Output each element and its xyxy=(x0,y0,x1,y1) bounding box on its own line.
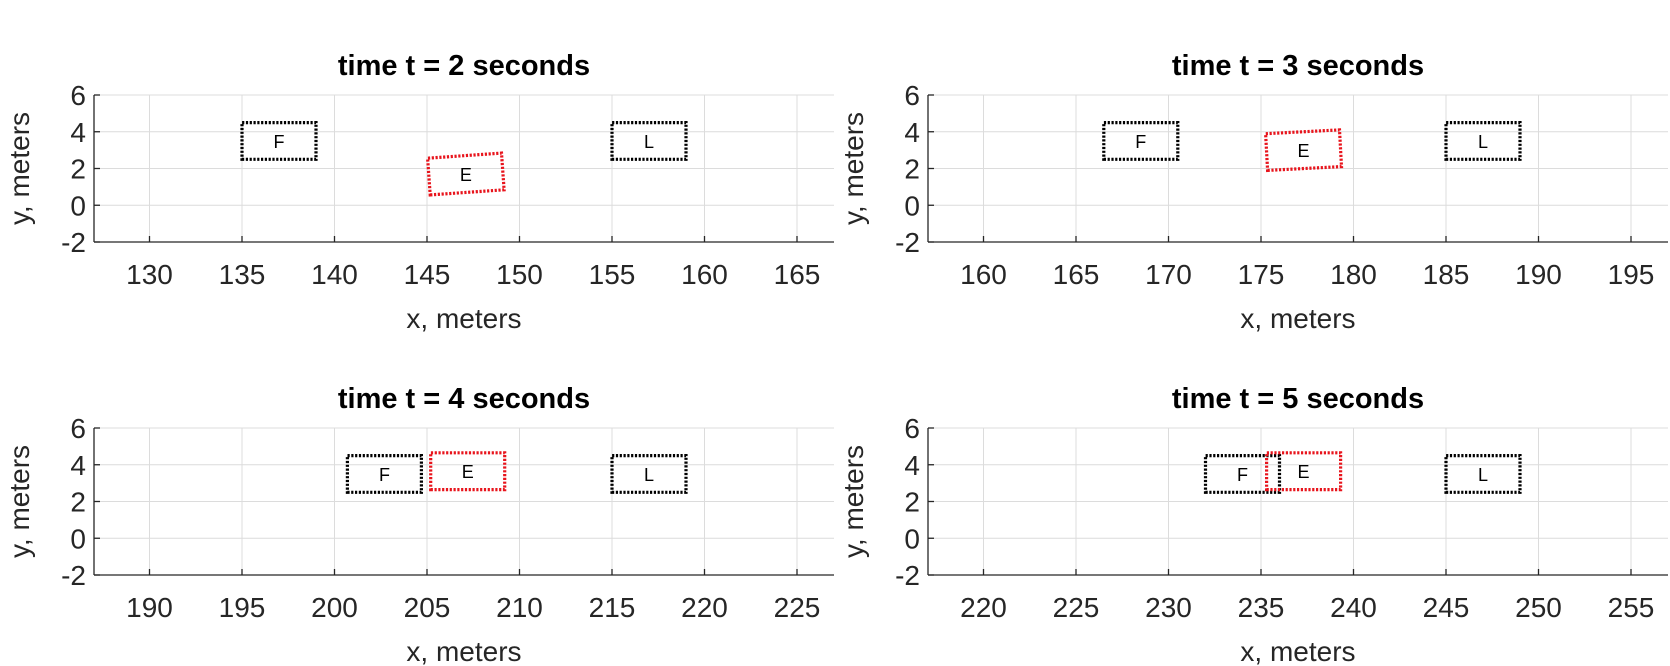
y-axis-label: y, meters xyxy=(4,445,35,558)
vehicle-L-label: L xyxy=(1478,465,1488,485)
x-tick-label: 215 xyxy=(589,592,636,623)
vehicle-E-box xyxy=(1263,128,1344,173)
vehicle-F-label: F xyxy=(379,465,390,485)
vehicle-E-label: E xyxy=(462,462,474,482)
x-tick-label: 220 xyxy=(960,592,1007,623)
x-tick-label: 175 xyxy=(1238,259,1285,290)
vehicle-E-box xyxy=(1264,451,1343,492)
y-tick-label: 6 xyxy=(904,413,920,444)
x-tick-label: 220 xyxy=(681,592,728,623)
x-tick-label: 245 xyxy=(1423,592,1470,623)
vehicle-F-label: F xyxy=(1135,132,1146,152)
x-tick-label: 160 xyxy=(681,259,728,290)
vehicle-L-box xyxy=(1444,120,1522,161)
y-tick-label: 6 xyxy=(904,80,920,111)
x-tick-label: 255 xyxy=(1608,592,1655,623)
y-tick-label: -2 xyxy=(61,227,86,258)
y-tick-label: -2 xyxy=(61,560,86,591)
x-tick-label: 165 xyxy=(1053,259,1100,290)
vehicle-F-label: F xyxy=(274,132,285,152)
subplot-1: 130 135 140 145 150 155 160 165 -2 0 2 4 6 time t = 2… xyxy=(4,50,834,334)
y-tick-label: -2 xyxy=(895,227,920,258)
x-tick-label: 155 xyxy=(589,259,636,290)
x-tick-label: 190 xyxy=(126,592,173,623)
x-tick-label: 195 xyxy=(219,592,266,623)
x-tick-label: 205 xyxy=(404,592,451,623)
x-tick-label: 145 xyxy=(404,259,451,290)
vehicle-F-box xyxy=(1203,454,1282,494)
y-tick-label: 4 xyxy=(904,117,920,148)
x-tick-label: 240 xyxy=(1330,592,1377,623)
x-tick-label: 135 xyxy=(219,259,266,290)
y-tick-label: 6 xyxy=(70,80,86,111)
vehicle-E-box xyxy=(429,451,507,492)
vehicle-E-label: E xyxy=(1298,462,1310,482)
vehicle-L-label: L xyxy=(644,465,654,485)
vehicle-E-label: E xyxy=(1298,141,1310,161)
y-tick-label: 2 xyxy=(904,487,920,518)
x-tick-label: 200 xyxy=(311,592,358,623)
vehicle-L-box xyxy=(610,120,688,161)
x-axis-label: x, meters xyxy=(1240,303,1355,334)
x-axis-label: x, meters xyxy=(1240,636,1355,666)
y-axis-label: y, meters xyxy=(4,112,35,225)
x-axis-label: x, meters xyxy=(406,303,521,334)
x-tick-label: 225 xyxy=(1053,592,1100,623)
vehicle-L-box xyxy=(1444,454,1522,494)
x-tick-label: 140 xyxy=(311,259,358,290)
y-tick-label: 4 xyxy=(904,450,920,481)
vehicle-F-label: F xyxy=(1237,465,1248,485)
y-tick-label: 6 xyxy=(70,413,86,444)
x-tick-label: 160 xyxy=(960,259,1007,290)
vehicle-E-box xyxy=(425,151,506,197)
y-tick-label: -2 xyxy=(895,560,920,591)
subplot-title: time t = 2 seconds xyxy=(338,50,590,82)
y-tick-label: 0 xyxy=(70,190,86,221)
x-tick-label: 235 xyxy=(1238,592,1285,623)
y-tick-label: 2 xyxy=(70,154,86,185)
x-tick-label: 250 xyxy=(1515,592,1562,623)
x-tick-label: 130 xyxy=(126,259,173,290)
vehicle-L-box xyxy=(610,454,688,494)
y-tick-label: 2 xyxy=(70,487,86,518)
subplot-2: 160 165 170 175 180 185 190 195 -2 0 2 4 6 time t = 3… xyxy=(838,50,1668,334)
vehicle-E-label: E xyxy=(460,165,472,185)
subplot-title: time t = 3 seconds xyxy=(1172,50,1424,82)
x-tick-label: 190 xyxy=(1515,259,1562,290)
y-axis-label: y, meters xyxy=(838,445,869,558)
x-tick-label: 180 xyxy=(1330,259,1377,290)
x-tick-label: 165 xyxy=(774,259,821,290)
y-tick-label: 0 xyxy=(70,523,86,554)
vehicle-F-box xyxy=(345,454,423,494)
x-tick-label: 225 xyxy=(774,592,821,623)
y-tick-label: 4 xyxy=(70,450,86,481)
subplot-title: time t = 5 seconds xyxy=(1172,383,1424,415)
x-tick-label: 170 xyxy=(1145,259,1192,290)
vehicle-L-label: L xyxy=(1478,132,1488,152)
y-axis-label: y, meters xyxy=(838,112,869,225)
x-tick-label: 150 xyxy=(496,259,543,290)
y-tick-label: 0 xyxy=(904,190,920,221)
y-tick-label: 0 xyxy=(904,523,920,554)
y-tick-label: 4 xyxy=(70,117,86,148)
x-axis-label: x, meters xyxy=(406,636,521,666)
vehicle-F-box xyxy=(1102,120,1180,161)
subplot-title: time t = 4 seconds xyxy=(338,383,590,415)
x-tick-label: 185 xyxy=(1423,259,1470,290)
x-tick-label: 195 xyxy=(1608,259,1655,290)
subplot-3: 190 195 200 205 210 215 220 225 -2 0 2 4 6 time t = 4… xyxy=(4,383,834,666)
x-tick-label: 210 xyxy=(496,592,543,623)
vehicle-L-label: L xyxy=(644,132,654,152)
subplot-4: 220 225 230 235 240 245 250 255 -2 0 2 4 6 time t = 5… xyxy=(838,383,1668,666)
y-tick-label: 2 xyxy=(904,154,920,185)
x-tick-label: 230 xyxy=(1145,592,1192,623)
vehicle-F-box xyxy=(240,120,318,161)
